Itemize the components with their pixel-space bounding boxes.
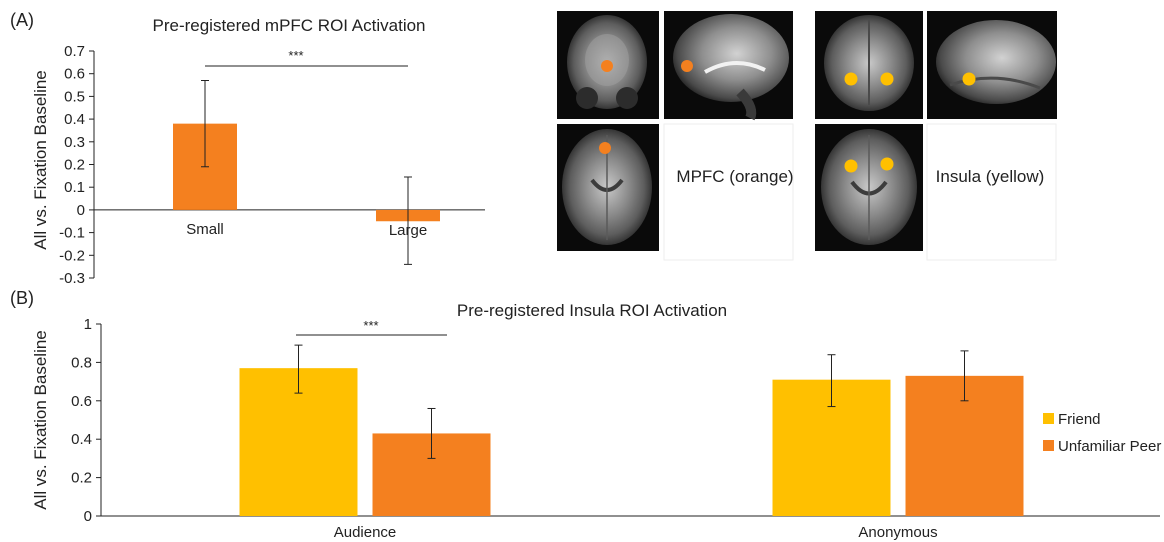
chart-a-y-tick-label: 0.2	[64, 157, 85, 174]
chart-a-y-tick-label: 0.1	[64, 179, 85, 196]
chart-a: 0.7 0.6 0.5 0.4 0.3 0.2 0.1 0 -0.1 -0.2 -0.3 Small L…	[59, 43, 485, 287]
chart-b-category-label: Anonymous	[858, 524, 937, 541]
chart-a-y-tick-label: 0.5	[64, 88, 85, 105]
panel-label-a: (A)	[10, 10, 34, 30]
insula-roi-marker-left	[844, 72, 858, 86]
chart-a-y-tick-label: -0.3	[59, 270, 85, 287]
chart-b-y-tick-label: 0.6	[71, 393, 92, 410]
chart-b-legend: Friend Unfamiliar Peer	[1043, 411, 1161, 455]
mpfc-roi-marker-axial	[599, 142, 611, 154]
chart-a-y-tick-label: 0.3	[64, 134, 85, 151]
insula-roi-marker-axial-left	[844, 159, 858, 173]
mpfc-roi-marker	[601, 60, 613, 72]
chart-b: 1 0.8 0.6 0.4 0.2 0 Audience Anonymous ***	[71, 316, 1160, 541]
chart-a-y-tick-label: 0.4	[64, 111, 85, 128]
brain-insula-sagittal	[927, 11, 1057, 119]
mpfc-roi-marker-sagittal	[681, 60, 693, 72]
brain-insula-coronal	[815, 11, 923, 119]
chart-a-title: Pre-registered mPFC ROI Activation	[152, 16, 425, 35]
mpfc-brain-images: MPFC (orange)	[557, 11, 794, 261]
insula-brain-images: Insula (yellow)	[815, 11, 1057, 261]
chart-a-y-tick-label: 0	[77, 202, 85, 219]
chart-b-title: Pre-registered Insula ROI Activation	[457, 301, 727, 320]
chart-b-y-tick-label: 0.8	[71, 354, 92, 371]
chart-a-y-tick-label: -0.1	[59, 225, 85, 242]
panel-label-b: (B)	[10, 288, 34, 308]
insula-roi-marker-axial-right	[880, 157, 894, 171]
chart-b-y-tick-label: 1	[84, 316, 92, 333]
legend-label-unfamiliar-peer: Unfamiliar Peer	[1058, 438, 1161, 455]
chart-a-y-tick-label: -0.2	[59, 247, 85, 264]
chart-a-category-label: Small	[186, 221, 224, 238]
brain-mpfc-sagittal	[664, 11, 793, 121]
brain-mpfc-coronal	[557, 11, 659, 119]
chart-b-category-label: Audience	[334, 524, 397, 541]
chart-a-significance-label: ***	[288, 48, 303, 63]
insula-roi-marker-sagittal	[962, 72, 976, 86]
chart-b-y-tick-label: 0	[84, 508, 92, 525]
brain-mpfc-axial	[557, 124, 659, 251]
chart-b-y-tick-label: 0.2	[71, 470, 92, 487]
legend-label-friend: Friend	[1058, 411, 1101, 428]
brain-insula-axial	[815, 124, 923, 251]
legend-swatch-unfamiliar-peer	[1043, 440, 1054, 451]
insula-caption: Insula (yellow)	[936, 167, 1045, 186]
chart-a-ylabel: All vs. Fixation Baseline	[31, 70, 50, 250]
chart-a-y-tick-label: 0.6	[64, 66, 85, 83]
insula-roi-marker-right	[880, 72, 894, 86]
legend-swatch-friend	[1043, 413, 1054, 424]
chart-b-ylabel: All vs. Fixation Baseline	[31, 330, 50, 510]
chart-a-y-tick-label: 0.7	[64, 43, 85, 60]
chart-b-significance-label: ***	[363, 318, 378, 333]
chart-b-y-tick-label: 0.4	[71, 431, 92, 448]
chart-a-category-label: Large	[389, 222, 427, 239]
mpfc-caption: MPFC (orange)	[676, 167, 793, 186]
